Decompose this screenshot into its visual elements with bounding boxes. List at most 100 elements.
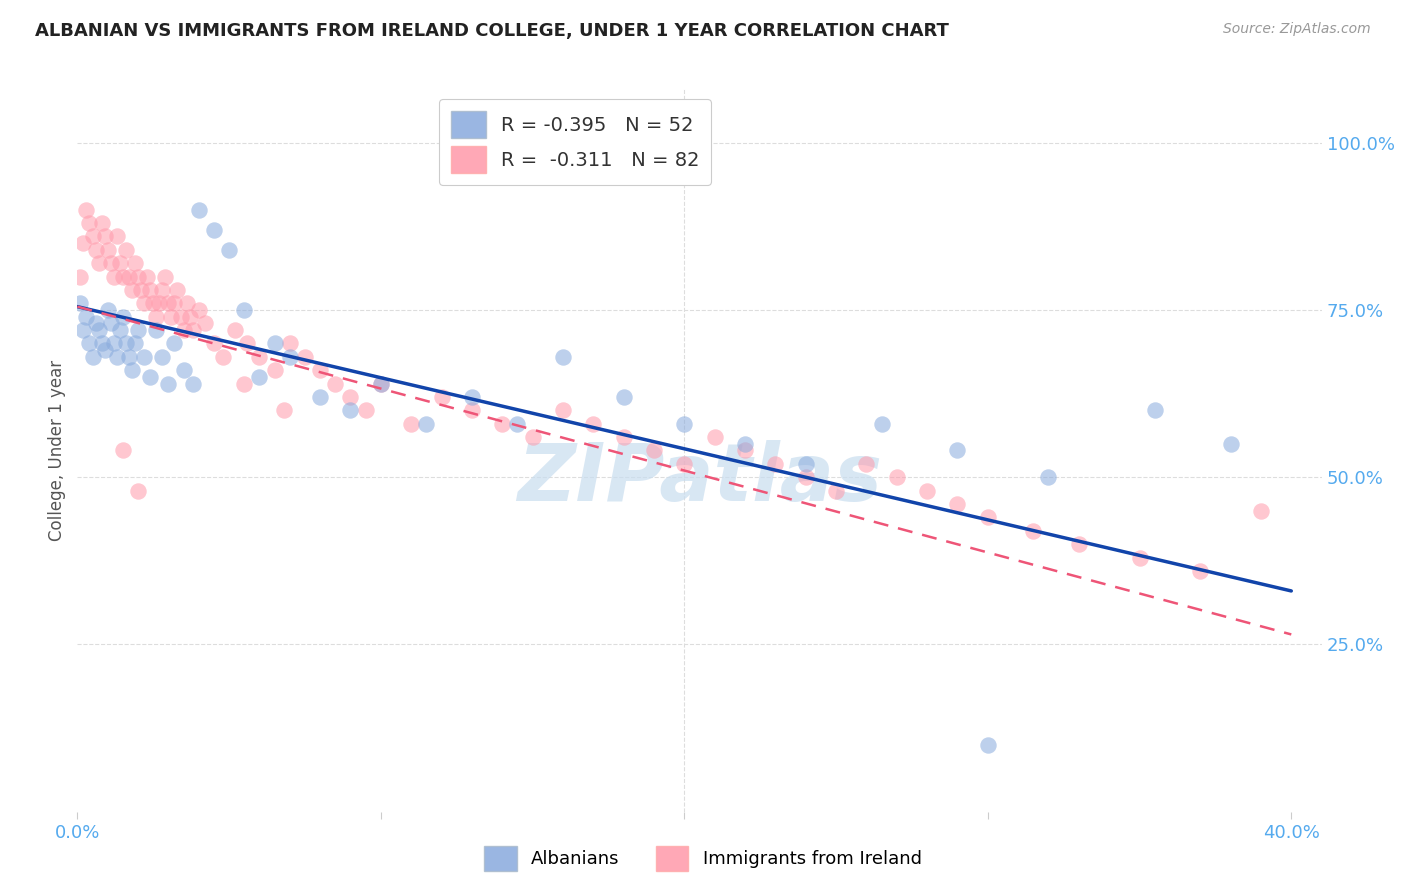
Point [309, 390, 332, 404]
Point [273, 403, 295, 417]
Point [97, 243, 120, 257]
Point [187, 202, 209, 217]
Point [129, 283, 152, 297]
Point [93, 343, 115, 358]
Point [72, 323, 94, 337]
Point [173, 323, 195, 337]
Point [522, 430, 544, 444]
Point [132, 296, 155, 310]
Point [108, 256, 131, 270]
Point [111, 269, 134, 284]
Point [72, 236, 94, 251]
Point [155, 269, 177, 284]
Point [461, 403, 484, 417]
Point [491, 417, 513, 431]
Point [461, 390, 484, 404]
Point [233, 376, 256, 391]
Point [212, 350, 235, 364]
Point [1022, 524, 1045, 538]
Point [173, 363, 195, 377]
Point [703, 430, 725, 444]
Point [233, 303, 256, 318]
Legend: R = -0.395   N = 52, R =  -0.311   N = 82: R = -0.395 N = 52, R = -0.311 N = 82 [439, 99, 711, 185]
Point [181, 376, 204, 391]
Point [915, 483, 938, 498]
Point [139, 283, 162, 297]
Point [127, 323, 149, 337]
Point [79, 336, 101, 351]
Point [166, 283, 188, 297]
Point [181, 323, 204, 337]
Point [1143, 403, 1166, 417]
Point [249, 369, 271, 384]
Point [84, 317, 107, 331]
Text: ZIPatlas: ZIPatlas [517, 441, 882, 518]
Point [118, 350, 141, 364]
Point [115, 243, 138, 257]
Point [551, 350, 574, 364]
Point [157, 376, 180, 391]
Point [108, 323, 131, 337]
Point [977, 510, 1000, 524]
Point [82, 350, 104, 364]
Point [163, 336, 186, 351]
Point [69, 296, 91, 310]
Point [127, 483, 149, 498]
Point [103, 269, 125, 284]
Point [160, 310, 183, 324]
Point [506, 417, 529, 431]
Point [1250, 503, 1272, 517]
Point [139, 369, 162, 384]
Point [582, 417, 605, 431]
Point [354, 403, 377, 417]
Point [734, 443, 756, 458]
Point [278, 350, 301, 364]
Point [1128, 550, 1150, 565]
Point [163, 296, 186, 310]
Point [90, 216, 112, 230]
Point [105, 350, 128, 364]
Point [132, 350, 155, 364]
Point [202, 223, 225, 237]
Point [370, 376, 392, 391]
Point [79, 216, 101, 230]
Point [150, 350, 173, 364]
Point [430, 390, 453, 404]
Point [90, 336, 112, 351]
Point [263, 336, 285, 351]
Point [75, 310, 97, 324]
Point [339, 390, 361, 404]
Point [148, 296, 170, 310]
Point [415, 417, 437, 431]
Text: Source: ZipAtlas.com: Source: ZipAtlas.com [1223, 22, 1371, 37]
Point [825, 483, 848, 498]
Point [100, 317, 122, 331]
Point [1219, 436, 1241, 450]
Point [145, 323, 167, 337]
Point [121, 363, 143, 377]
Point [157, 296, 180, 310]
Point [673, 457, 696, 471]
Point [93, 229, 115, 244]
Y-axis label: College, Under 1 year: College, Under 1 year [48, 359, 66, 541]
Point [169, 310, 191, 324]
Point [97, 303, 120, 318]
Point [794, 470, 817, 484]
Point [946, 497, 969, 511]
Point [399, 417, 422, 431]
Point [127, 269, 149, 284]
Point [150, 283, 173, 297]
Point [100, 256, 122, 270]
Point [946, 443, 969, 458]
Point [309, 363, 332, 377]
Point [87, 323, 110, 337]
Legend: Albanians, Immigrants from Ireland: Albanians, Immigrants from Ireland [477, 838, 929, 879]
Point [194, 317, 217, 331]
Point [870, 417, 893, 431]
Point [249, 350, 271, 364]
Point [673, 417, 696, 431]
Point [187, 303, 209, 318]
Point [218, 243, 240, 257]
Point [142, 296, 165, 310]
Point [643, 443, 665, 458]
